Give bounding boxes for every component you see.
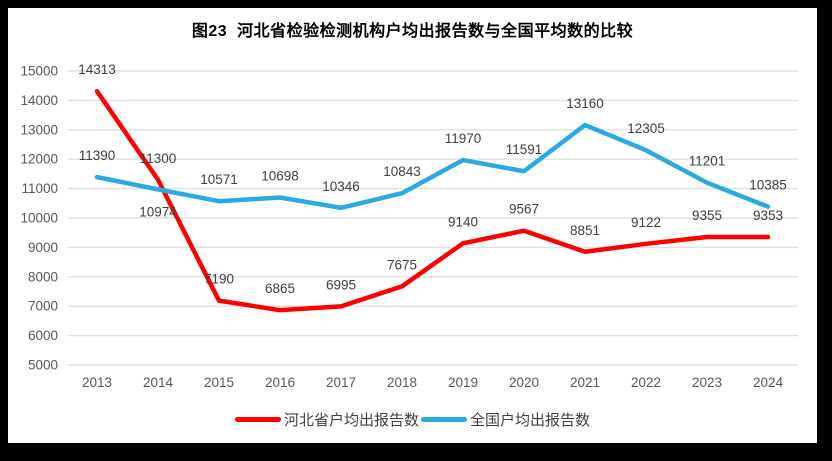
- y-axis-tick-label: 13000: [20, 122, 58, 137]
- data-label-series-1: 12305: [627, 121, 665, 136]
- x-axis-tick-label: 2024: [753, 375, 784, 390]
- y-axis-tick-label: 9000: [28, 240, 58, 255]
- data-label-series-0: 7675: [387, 257, 417, 272]
- x-axis-tick-label: 2017: [326, 375, 356, 390]
- data-label-series-1: 11201: [689, 154, 726, 169]
- y-axis-tick-label: 14000: [20, 93, 58, 108]
- x-axis-tick-label: 2021: [570, 375, 600, 390]
- y-axis-tick-label: 15000: [20, 64, 58, 79]
- x-axis-tick-label: 2020: [509, 375, 539, 390]
- legend-label-hebei: 河北省户均出报告数: [283, 412, 419, 429]
- data-label-series-1: 10698: [261, 168, 299, 183]
- data-label-series-0: 14313: [78, 62, 116, 77]
- x-axis-tick-label: 2022: [631, 375, 661, 390]
- data-label-series-0: 9355: [692, 208, 722, 223]
- x-axis-tick-label: 2019: [448, 375, 478, 390]
- x-axis-tick-label: 2015: [204, 375, 234, 390]
- data-label-series-1: 10571: [200, 172, 238, 187]
- y-axis-tick-label: 10000: [20, 211, 58, 226]
- data-label-series-0: 9353: [753, 208, 783, 223]
- data-label-series-0: 7190: [204, 272, 234, 287]
- chart-area: 图23 河北省检验检测机构户均出报告数与全国平均数的比较 5000 6000 700…: [8, 8, 817, 443]
- data-label-series-0: 9122: [631, 215, 661, 230]
- data-label-series-1: 11970: [445, 131, 482, 146]
- data-label-series-0: 9567: [509, 202, 539, 217]
- data-label-series-1: 10974: [139, 204, 177, 219]
- x-axis-tick-label: 2013: [82, 375, 112, 390]
- chart-legend: 河北省户均出报告数 全国户均出报告数: [8, 409, 817, 430]
- x-axis-tick-label: 2023: [692, 375, 722, 390]
- y-axis-tick-label: 7000: [28, 299, 58, 314]
- data-label-series-0: 8851: [570, 223, 600, 238]
- legend-item-hebei: 河北省户均出报告数: [234, 409, 419, 430]
- data-label-series-1: 10346: [322, 179, 360, 194]
- series-line-1: [94, 122, 771, 211]
- legend-label-national: 全国户均出报告数: [470, 412, 591, 429]
- data-label-series-1: 10843: [383, 164, 421, 179]
- y-axis-tick-label: 5000: [28, 358, 58, 373]
- y-axis-tick-label: 6000: [28, 328, 58, 343]
- data-label-series-0: 6865: [265, 281, 295, 296]
- data-label-series-0: 9140: [448, 214, 478, 229]
- data-label-series-0: 11300: [140, 151, 177, 166]
- x-axis-tick-label: 2016: [265, 375, 295, 390]
- chart-canvas: 5000 6000 7000 8000 9000 10000 11000 12000 13000…: [20, 62, 798, 390]
- chart-title: 图23 河北省检验检测机构户均出报告数与全国平均数的比较: [191, 23, 634, 40]
- data-label-series-1: 11591: [506, 142, 543, 157]
- data-label-series-0: 6995: [326, 277, 356, 292]
- y-axis-tick-label: 12000: [20, 152, 58, 167]
- series-line-0: [94, 88, 771, 313]
- x-axis-tick-label: 2014: [143, 375, 174, 390]
- data-label-series-1: 11390: [79, 148, 116, 163]
- data-label-series-1: 10385: [749, 178, 787, 193]
- y-axis-tick-label: 11000: [21, 181, 58, 196]
- legend-item-national: 全国户均出报告数: [421, 409, 590, 430]
- data-label-series-1: 13160: [566, 96, 604, 111]
- legend-line-hebei-icon: [234, 417, 281, 422]
- legend-line-national-icon: [421, 417, 467, 422]
- y-axis-tick-label: 8000: [28, 269, 58, 284]
- x-axis-tick-label: 2018: [387, 375, 417, 390]
